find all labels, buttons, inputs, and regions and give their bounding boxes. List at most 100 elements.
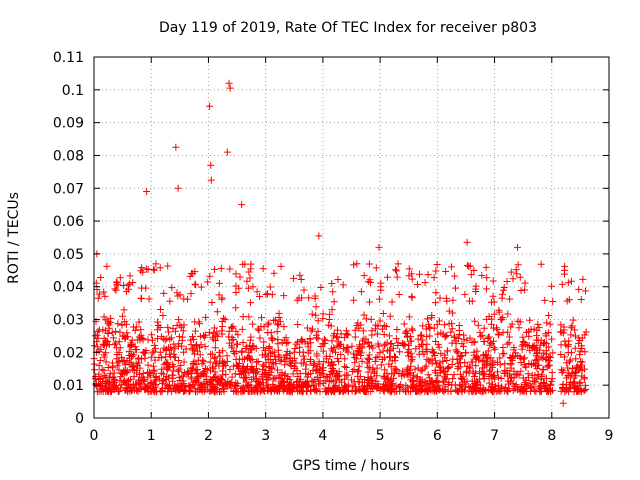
data-point [485,333,493,341]
data-point [448,320,456,328]
data-point [266,283,274,291]
data-point [109,334,117,342]
data-point [473,347,481,355]
data-point [287,361,295,369]
data-point [507,323,515,331]
data-point [360,272,368,280]
data-point [147,353,155,361]
data-point [540,382,548,390]
data-point [234,331,242,339]
data-point [493,326,501,334]
data-point [249,320,257,328]
data-point [333,326,341,334]
data-point [353,260,361,268]
data-point [130,373,138,381]
data-point [494,373,502,381]
data-point [191,388,199,396]
data-point [133,346,141,354]
data-point [121,318,129,326]
data-point [300,286,308,294]
data-point [535,385,543,393]
data-point [160,289,168,297]
data-point [504,388,512,396]
data-point [355,362,363,370]
data-point [472,282,480,290]
data-point [568,322,576,330]
data-point [425,357,433,365]
data-point [417,367,425,375]
data-point [485,367,493,375]
data-point [368,331,376,339]
data-point [274,336,282,344]
data-point [218,322,226,330]
data-point [509,275,517,283]
data-point [432,299,440,307]
data-point [569,316,577,324]
data-point [466,383,474,391]
data-point [449,296,457,304]
data-point [526,316,534,324]
data-point [319,371,327,379]
data-point [177,361,185,369]
data-point [199,356,207,364]
data-point [478,331,486,339]
data-point [487,361,495,369]
data-point [563,297,571,305]
data-point [294,321,302,329]
data-point [253,288,261,296]
data-point [213,328,221,336]
data-point [116,274,124,282]
data-point [507,364,515,372]
data-point [410,371,418,379]
data-point [408,325,416,333]
data-point [278,375,286,383]
data-point [461,349,469,357]
data-point [168,284,176,292]
data-point [535,361,543,369]
data-point [355,324,363,332]
data-point [558,280,566,288]
data-point [298,336,306,344]
data-point [306,347,314,355]
data-point [453,348,461,356]
y-tick-label: 0.05 [53,247,84,263]
data-point [264,376,272,384]
data-point [156,348,164,356]
data-point [484,386,492,394]
data-point [539,354,547,362]
data-point [115,338,123,346]
data-point [413,373,421,381]
data-point [515,324,523,332]
data-point [96,357,104,365]
data-point [422,345,430,353]
data-point [475,387,483,395]
data-point [233,340,241,348]
data-point [214,374,222,382]
data-point [460,331,468,339]
data-point [211,344,219,352]
data-point [365,298,373,306]
data-point [580,373,588,381]
data-point [559,385,567,393]
data-point [508,374,516,382]
data-point [289,370,297,378]
data-point [534,355,542,363]
data-point [325,359,333,367]
data-point [102,358,110,366]
data-point [349,350,357,358]
data-point [399,367,407,375]
data-point [175,367,183,375]
data-point [180,295,188,303]
data-point [278,339,286,347]
data-point [480,337,488,345]
data-point [142,284,150,292]
data-point [288,383,296,391]
data-point [210,373,218,381]
data-point [582,287,590,295]
data-point [562,359,570,367]
data-point [451,272,459,280]
data-point [294,338,302,346]
data-point [232,288,240,296]
data-point [209,380,217,388]
data-point [356,373,364,381]
